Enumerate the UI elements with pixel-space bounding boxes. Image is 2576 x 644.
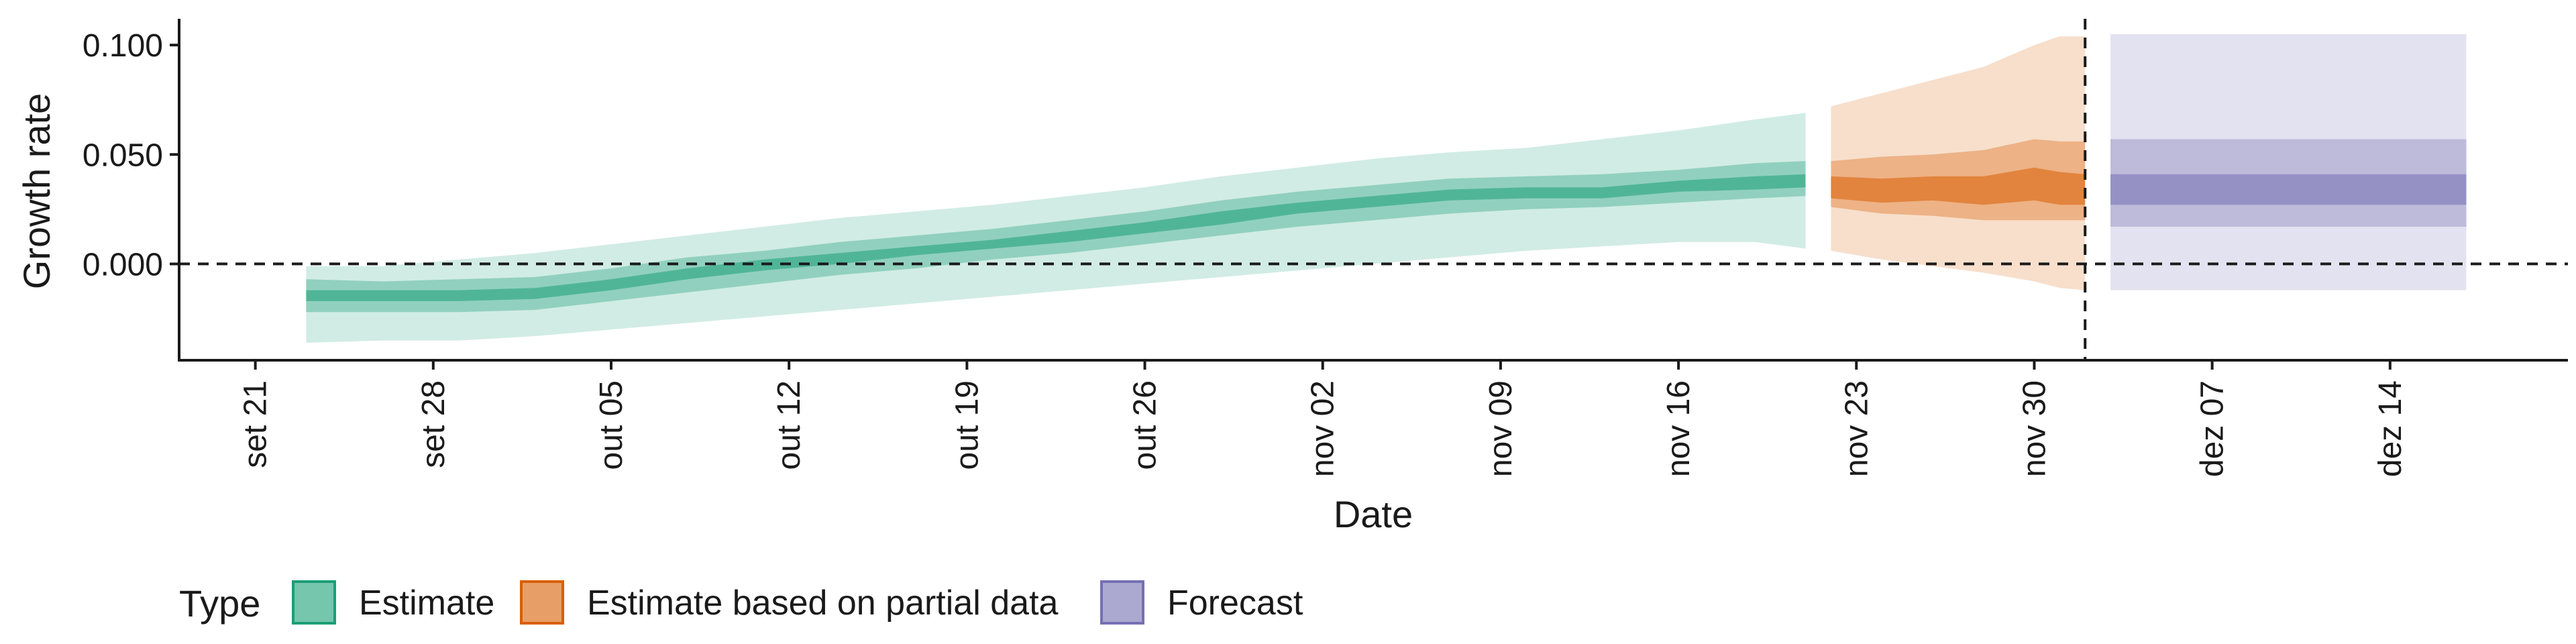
- x-tick-label: set 21: [238, 380, 274, 468]
- x-tick-label: nov 09: [1483, 380, 1519, 477]
- x-tick-label: out 19: [949, 380, 985, 470]
- reference-lines: [179, 19, 2568, 360]
- x-axis-title: Date: [1334, 493, 1413, 535]
- axes-layer: [178, 19, 2568, 362]
- legend-key-estimate-based-on-partial-data: [520, 580, 564, 625]
- x-tick-label: dez 14: [2373, 380, 2408, 477]
- legend-key-forecast: [1100, 580, 1144, 625]
- x-tick-label: out 12: [771, 380, 807, 470]
- x-tick-label: nov 23: [1839, 380, 1874, 477]
- legend-label-estimate: Estimate: [359, 584, 494, 623]
- legend-title: Type: [179, 582, 260, 625]
- x-tick-label: nov 30: [2017, 380, 2053, 477]
- y-ticks: 0.000 0.050 0.100: [83, 28, 179, 282]
- legend-key-estimate: [292, 580, 336, 625]
- x-tick-label: dez 07: [2195, 380, 2231, 477]
- estimate-band-90: [306, 113, 1806, 343]
- estimate-based-on-partial-data-band-20: [1831, 167, 2086, 205]
- band-layer: [306, 34, 2467, 343]
- forecast-band-20: [2110, 174, 2467, 205]
- forecast-band-90: [2110, 34, 2467, 290]
- x-tick-label: nov 02: [1305, 380, 1341, 477]
- legend-label-estimate-based-on-partial-data: Estimate based on partial data: [587, 584, 1059, 623]
- estimate-band-20: [306, 174, 1806, 301]
- legend-label-forecast: Forecast: [1167, 584, 1303, 623]
- y-tick-label: 0.100: [83, 28, 163, 64]
- x-tick-label: out 26: [1128, 380, 1163, 470]
- x-tick-label: out 05: [594, 380, 629, 470]
- y-axis-title: Growth rate: [15, 93, 58, 290]
- y-tick-label: 0.050: [83, 138, 163, 173]
- estimate-based-on-partial-data-band-90: [1831, 36, 2086, 290]
- legend: Type Estimate Estimate based on partial d…: [179, 580, 1303, 625]
- x-ticks: set 21 set 28 out 05 out 12 out 19 out 26 nov …: [238, 360, 2408, 477]
- x-tick-label: set 28: [416, 380, 451, 468]
- y-tick-label: 0.000: [83, 247, 163, 282]
- x-tick-label: nov 16: [1661, 380, 1697, 477]
